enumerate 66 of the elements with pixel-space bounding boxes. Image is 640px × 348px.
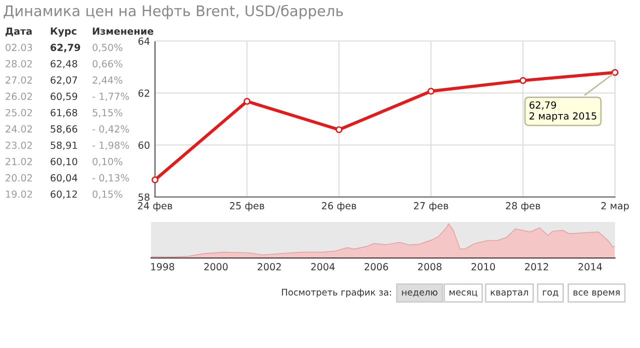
text: Посмотреть график за:	[282, 288, 391, 298]
text: 61,68	[50, 108, 78, 118]
point	[244, 98, 250, 105]
text: квартал	[490, 290, 528, 298]
text: месяц	[450, 290, 478, 297]
text: 26.02	[6, 92, 32, 100]
x-tick-label: 25 фев	[230, 202, 264, 212]
text: неделю	[402, 290, 438, 297]
text: 5,15%	[92, 108, 122, 118]
x-tick-label: 1998	[151, 263, 174, 270]
text: 02.03	[6, 44, 32, 52]
y-tick-label: 60	[138, 141, 150, 149]
text: 24.02	[6, 125, 32, 133]
text: 58,91	[50, 142, 77, 150]
text: - 0,13%	[92, 174, 129, 183]
y-tick-label: 64	[138, 37, 150, 45]
x-tick-label: 27 фев	[414, 202, 448, 212]
text: 0,50%	[92, 44, 122, 52]
text: 19.02	[6, 190, 32, 198]
text: 62,07	[50, 76, 77, 85]
x-tick-label: 2002	[258, 263, 281, 270]
x-tick-label: 2000	[204, 263, 228, 270]
x-tick-label: 28 фев	[506, 202, 540, 212]
point	[520, 77, 526, 84]
text: 2,44%	[92, 76, 122, 85]
point	[152, 176, 158, 184]
text: 0,66%	[92, 60, 122, 68]
text: 60,12	[50, 190, 77, 199]
point	[612, 68, 618, 76]
chart-title: Динамика цен на Нефть Brent, USD/баррель	[4, 4, 343, 20]
x-tick-label: 26 фев	[322, 202, 356, 212]
text: 20.02	[6, 174, 32, 182]
text: 0,10%	[92, 158, 122, 166]
text: - 0,42%	[92, 125, 129, 134]
x-tick-label: 2010	[472, 263, 495, 270]
text: все время	[574, 290, 620, 298]
x-tick-label: 2008	[418, 263, 442, 270]
point	[336, 126, 342, 134]
x-tick-label: 2 мар	[601, 202, 629, 212]
text: 60,04	[50, 174, 78, 183]
x-tick-label: 2006	[364, 263, 388, 270]
text: 62,79	[50, 44, 80, 52]
y-tick-label: 58	[138, 193, 150, 201]
annotation: 62,79 2 марта 2015	[530, 101, 596, 122]
text: 27.02	[6, 76, 32, 84]
text: 28.02	[6, 60, 32, 68]
text: 0,15%	[92, 190, 122, 199]
text: - 1,77%	[92, 92, 129, 102]
x-tick-label: 24 фев	[138, 202, 172, 212]
text: год	[542, 290, 558, 297]
text: Изменение	[92, 28, 154, 35]
text: 58,66	[50, 125, 78, 134]
text: 21.02	[6, 158, 32, 166]
text: Дата	[6, 28, 32, 36]
text: 25.02	[6, 108, 32, 116]
y-tick-label: 62	[138, 89, 150, 97]
point	[428, 88, 434, 95]
text: 60,10	[50, 158, 78, 166]
x-tick-label: 2012	[525, 263, 548, 270]
text: 23.02	[6, 142, 32, 149]
text: Курс	[50, 28, 76, 37]
x-tick-label: 2014	[578, 263, 602, 270]
text: 60,59	[50, 92, 78, 102]
text: 62,48	[50, 60, 78, 68]
text: - 1,98%	[92, 142, 129, 150]
x-tick-label: 2004	[311, 263, 335, 270]
